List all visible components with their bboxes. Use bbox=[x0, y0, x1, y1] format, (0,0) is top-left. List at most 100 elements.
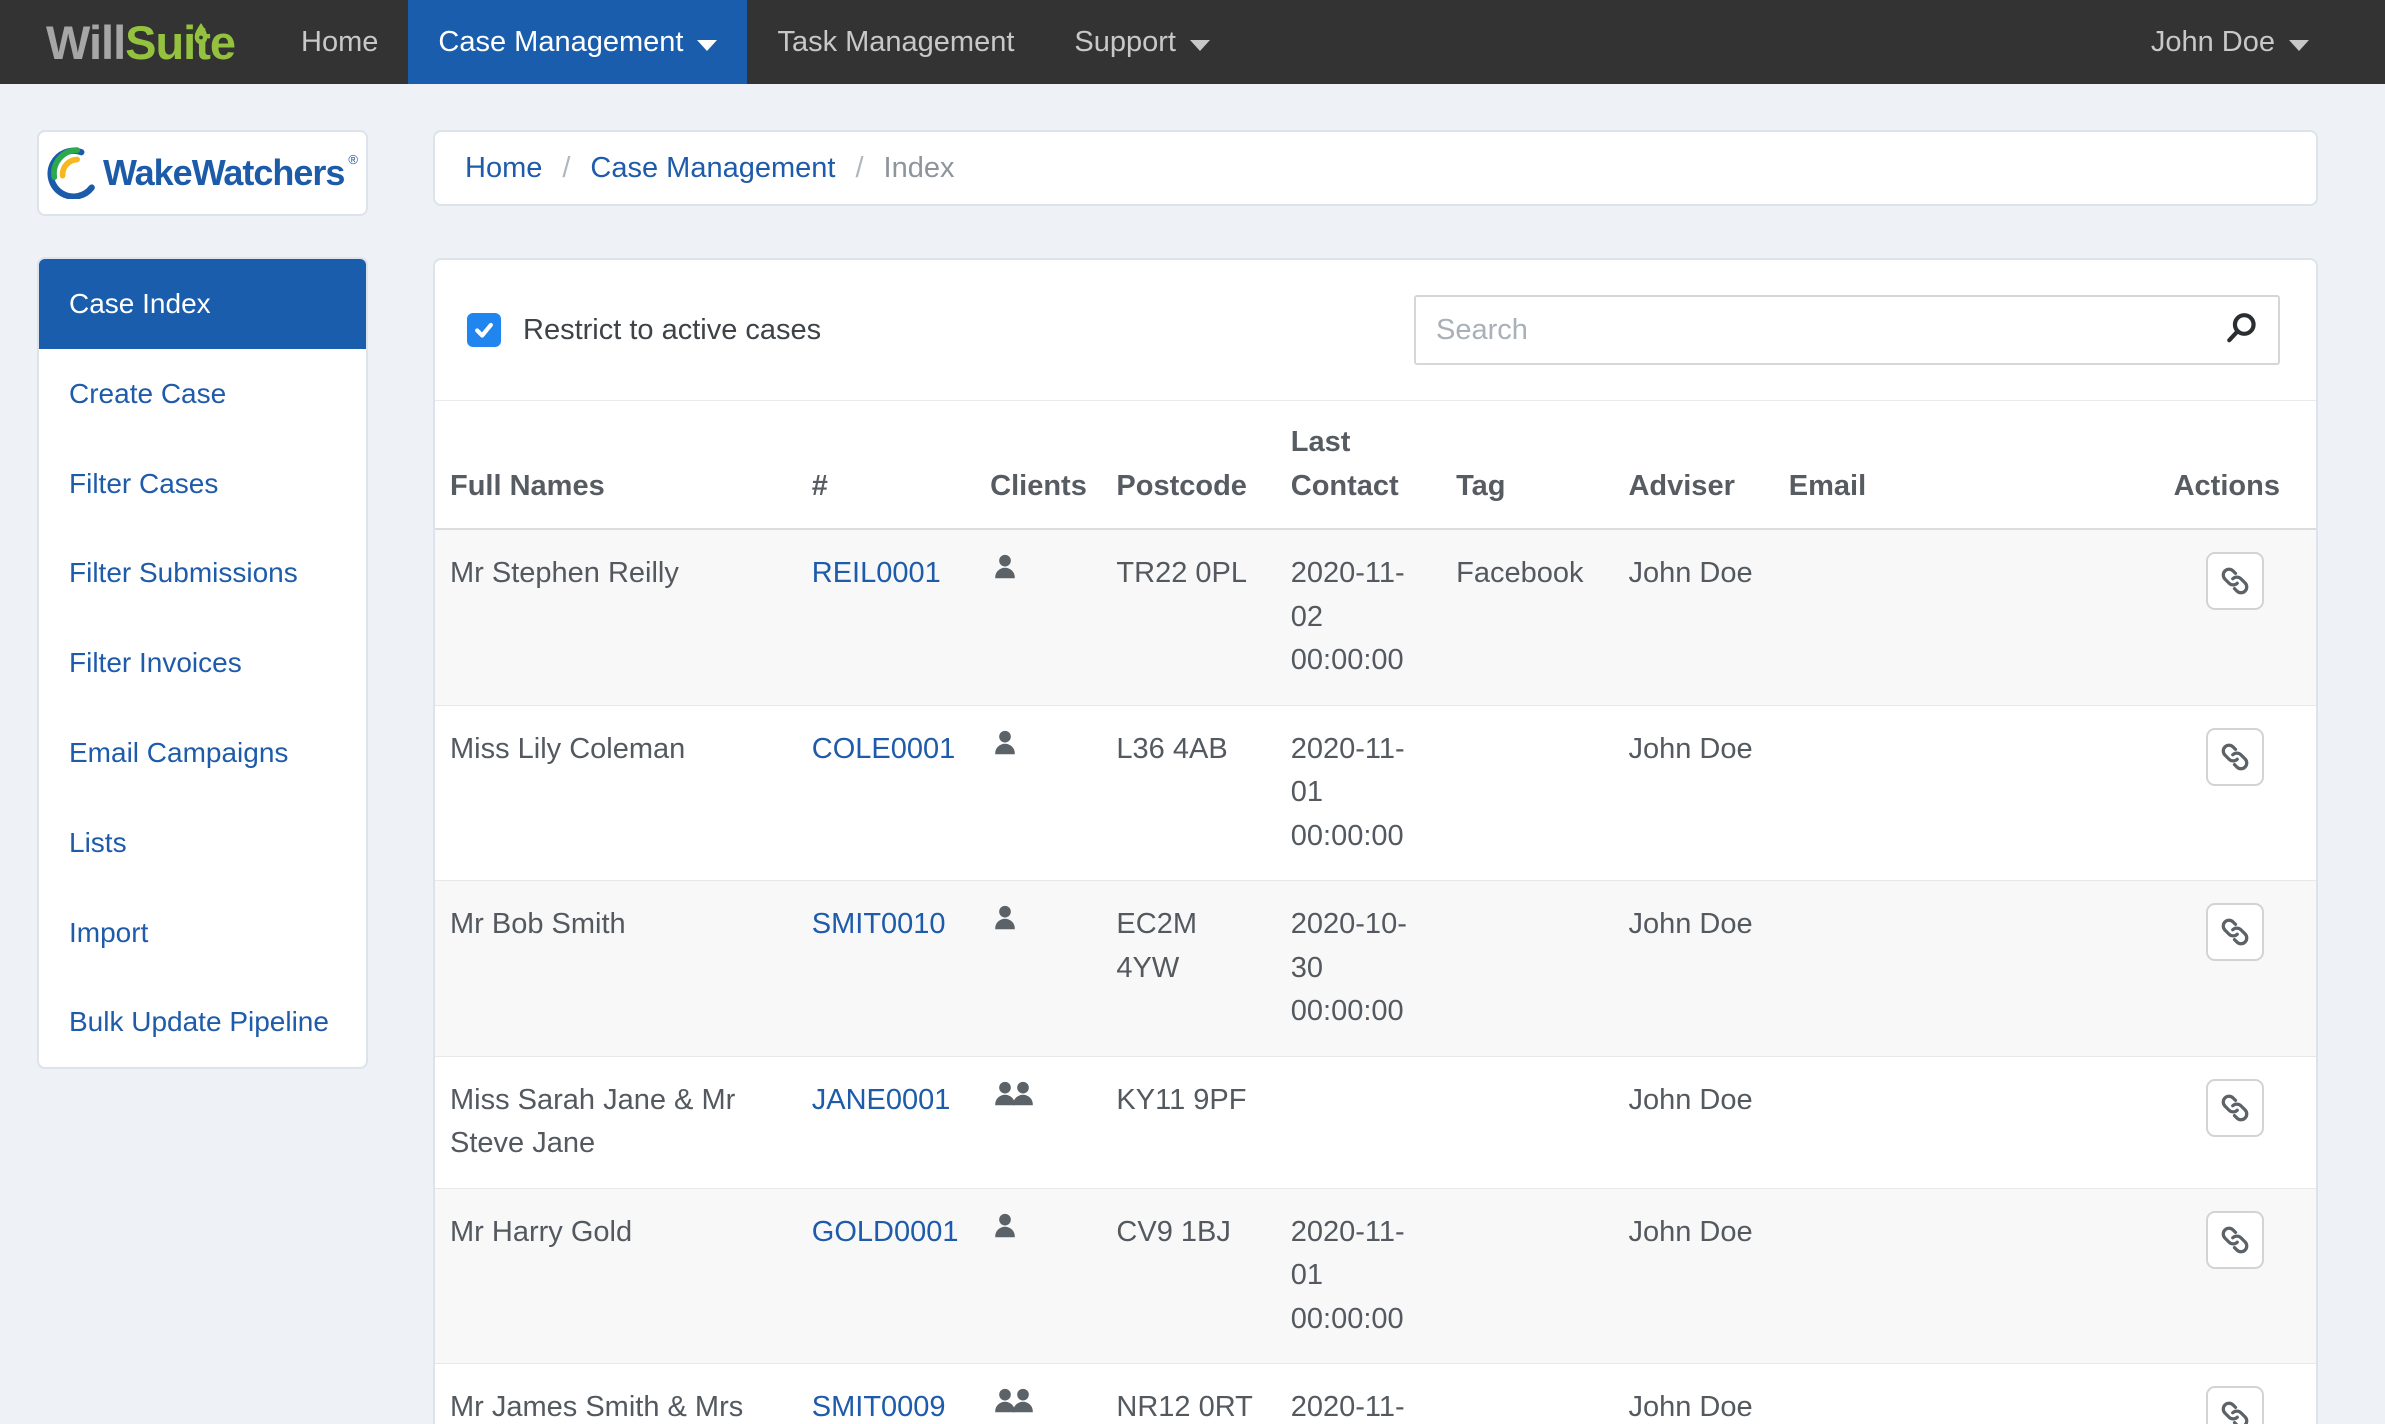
adviser-cell: John Doe bbox=[1613, 1364, 1773, 1424]
postcode-cell: KY11 9PF bbox=[1101, 1056, 1275, 1188]
case-ref-link[interactable]: JANE0001 bbox=[812, 1084, 951, 1116]
case-ref-link[interactable]: REIL0001 bbox=[812, 557, 941, 589]
actions-cell bbox=[2159, 1056, 2316, 1188]
sidebar-item-lists[interactable]: Lists bbox=[39, 798, 366, 888]
email-cell bbox=[1774, 529, 2159, 705]
sidebar-item-email-campaigns[interactable]: Email Campaigns bbox=[39, 708, 366, 798]
col-header-postcode: Postcode bbox=[1101, 401, 1275, 530]
col-header-clients: Clients bbox=[975, 401, 1101, 530]
email-cell bbox=[1774, 1364, 2159, 1424]
case-ref-link[interactable]: SMIT0010 bbox=[812, 908, 946, 940]
case-link-button[interactable] bbox=[2206, 552, 2264, 610]
case-ref-link[interactable]: SMIT0009 bbox=[812, 1391, 946, 1423]
person-icon bbox=[990, 903, 1020, 933]
case-ref-link[interactable]: COLE0001 bbox=[812, 733, 956, 765]
nav-item-home[interactable]: Home bbox=[271, 0, 408, 84]
sidebar-item-filter-cases[interactable]: Filter Cases bbox=[39, 439, 366, 529]
full-names-cell: Mr Bob Smith bbox=[435, 881, 797, 1057]
actions-cell bbox=[2159, 881, 2316, 1057]
filters-row: Restrict to active cases bbox=[435, 260, 2316, 400]
person-icon bbox=[1008, 1079, 1038, 1109]
table-row: Mr Harry Gold GOLD0001 CV9 1BJ 2020-11-0… bbox=[435, 1188, 2316, 1364]
postcode-cell: NR12 0RT bbox=[1101, 1364, 1275, 1424]
tag-cell bbox=[1441, 1188, 1613, 1364]
wakewatchers-logo: WakeWatchers ® bbox=[37, 130, 368, 216]
nav-item-task-management[interactable]: Task Management bbox=[747, 0, 1044, 84]
postcode-cell: TR22 0PL bbox=[1101, 529, 1275, 705]
wakewatchers-logo-text: WakeWatchers bbox=[103, 152, 344, 194]
ref-cell: SMIT0010 bbox=[797, 881, 975, 1057]
case-link-button[interactable] bbox=[2206, 1386, 2264, 1424]
main-nav: Home Case Management Task Management Sup… bbox=[271, 0, 1240, 84]
clients-cell bbox=[975, 1188, 1101, 1364]
postcode-cell: CV9 1BJ bbox=[1101, 1188, 1275, 1364]
sidebar-item-import[interactable]: Import bbox=[39, 888, 366, 978]
user-menu[interactable]: John Doe bbox=[2121, 0, 2339, 84]
case-link-button[interactable] bbox=[2206, 728, 2264, 786]
email-cell bbox=[1774, 1056, 2159, 1188]
search-input[interactable] bbox=[1414, 295, 2280, 365]
ref-cell: REIL0001 bbox=[797, 529, 975, 705]
col-header-ref: # bbox=[797, 401, 975, 530]
case-link-button[interactable] bbox=[2206, 1211, 2264, 1269]
page-body: WakeWatchers ® Case Index Create Case Fi… bbox=[0, 84, 2385, 1424]
full-names-cell: Miss Sarah Jane & Mr Steve Jane bbox=[435, 1056, 797, 1188]
restrict-active-cases-toggle[interactable]: Restrict to active cases bbox=[467, 313, 821, 347]
search-icon[interactable] bbox=[2224, 310, 2260, 351]
restrict-active-cases-label: Restrict to active cases bbox=[523, 314, 821, 347]
chevron-down-icon bbox=[697, 40, 717, 51]
sidebar-item-create-case[interactable]: Create Case bbox=[39, 349, 366, 439]
case-link-button[interactable] bbox=[2206, 903, 2264, 961]
case-ref-link[interactable]: GOLD0001 bbox=[812, 1216, 959, 1248]
table-row: Miss Sarah Jane & Mr Steve Jane JANE0001… bbox=[435, 1056, 2316, 1188]
registered-mark: ® bbox=[348, 152, 358, 167]
email-cell bbox=[1774, 1188, 2159, 1364]
breadcrumb-separator: / bbox=[562, 152, 570, 185]
last-contact-cell bbox=[1276, 1056, 1441, 1188]
person-icon bbox=[990, 1211, 1020, 1241]
last-contact-cell: 2020-11-01 bbox=[1276, 1364, 1441, 1424]
tag-cell bbox=[1441, 881, 1613, 1057]
clients-cell bbox=[975, 881, 1101, 1057]
ref-cell: SMIT0009 bbox=[797, 1364, 975, 1424]
case-index-card: Restrict to active cases Full bbox=[433, 258, 2318, 1424]
clients-cell bbox=[975, 1056, 1101, 1188]
ref-cell: GOLD0001 bbox=[797, 1188, 975, 1364]
clients-cell bbox=[975, 705, 1101, 881]
checkbox-checked-icon[interactable] bbox=[467, 313, 501, 347]
col-header-adviser: Adviser bbox=[1613, 401, 1773, 530]
nav-item-case-management[interactable]: Case Management bbox=[408, 0, 747, 84]
willsuite-logo[interactable]: Will Suite bbox=[46, 0, 235, 84]
tag-cell bbox=[1441, 1056, 1613, 1188]
breadcrumb-current: Index bbox=[884, 152, 955, 185]
last-contact-cell: 2020-11-01 00:00:00 bbox=[1276, 705, 1441, 881]
case-link-button[interactable] bbox=[2206, 1079, 2264, 1137]
sidebar: WakeWatchers ® Case Index Create Case Fi… bbox=[37, 130, 368, 1424]
full-names-cell: Mr James Smith & Mrs Jane Smith bbox=[435, 1364, 797, 1424]
tag-cell: Facebook bbox=[1441, 529, 1613, 705]
table-row: Mr Bob Smith SMIT0010 EC2M 4YW 2020-10-3… bbox=[435, 881, 2316, 1057]
tag-cell bbox=[1441, 1364, 1613, 1424]
sidebar-item-bulk-update-pipeline[interactable]: Bulk Update Pipeline bbox=[39, 977, 366, 1067]
wakewatchers-swoosh-icon bbox=[47, 147, 99, 199]
table-row: Miss Lily Coleman COLE0001 L36 4AB 2020-… bbox=[435, 705, 2316, 881]
person-icon bbox=[990, 552, 1020, 582]
clients-cell bbox=[975, 1364, 1101, 1424]
email-cell bbox=[1774, 705, 2159, 881]
case-table-body: Mr Stephen Reilly REIL0001 TR22 0PL 2020… bbox=[435, 529, 2316, 1424]
full-names-cell: Miss Lily Coleman bbox=[435, 705, 797, 881]
adviser-cell: John Doe bbox=[1613, 529, 1773, 705]
table-row: Mr Stephen Reilly REIL0001 TR22 0PL 2020… bbox=[435, 529, 2316, 705]
adviser-cell: John Doe bbox=[1613, 881, 1773, 1057]
full-names-cell: Mr Stephen Reilly bbox=[435, 529, 797, 705]
postcode-cell: EC2M 4YW bbox=[1101, 881, 1275, 1057]
nav-item-support[interactable]: Support bbox=[1044, 0, 1240, 84]
sidebar-item-filter-invoices[interactable]: Filter Invoices bbox=[39, 618, 366, 708]
sidebar-menu: Case Index Create Case Filter Cases Filt… bbox=[37, 257, 368, 1069]
breadcrumb-case-management[interactable]: Case Management bbox=[590, 152, 835, 185]
sidebar-item-filter-submissions[interactable]: Filter Submissions bbox=[39, 528, 366, 618]
col-header-last-contact: Last Contact bbox=[1276, 401, 1441, 530]
last-contact-cell: 2020-10-30 00:00:00 bbox=[1276, 881, 1441, 1057]
sidebar-item-case-index[interactable]: Case Index bbox=[39, 259, 366, 349]
breadcrumb-home[interactable]: Home bbox=[465, 152, 542, 185]
